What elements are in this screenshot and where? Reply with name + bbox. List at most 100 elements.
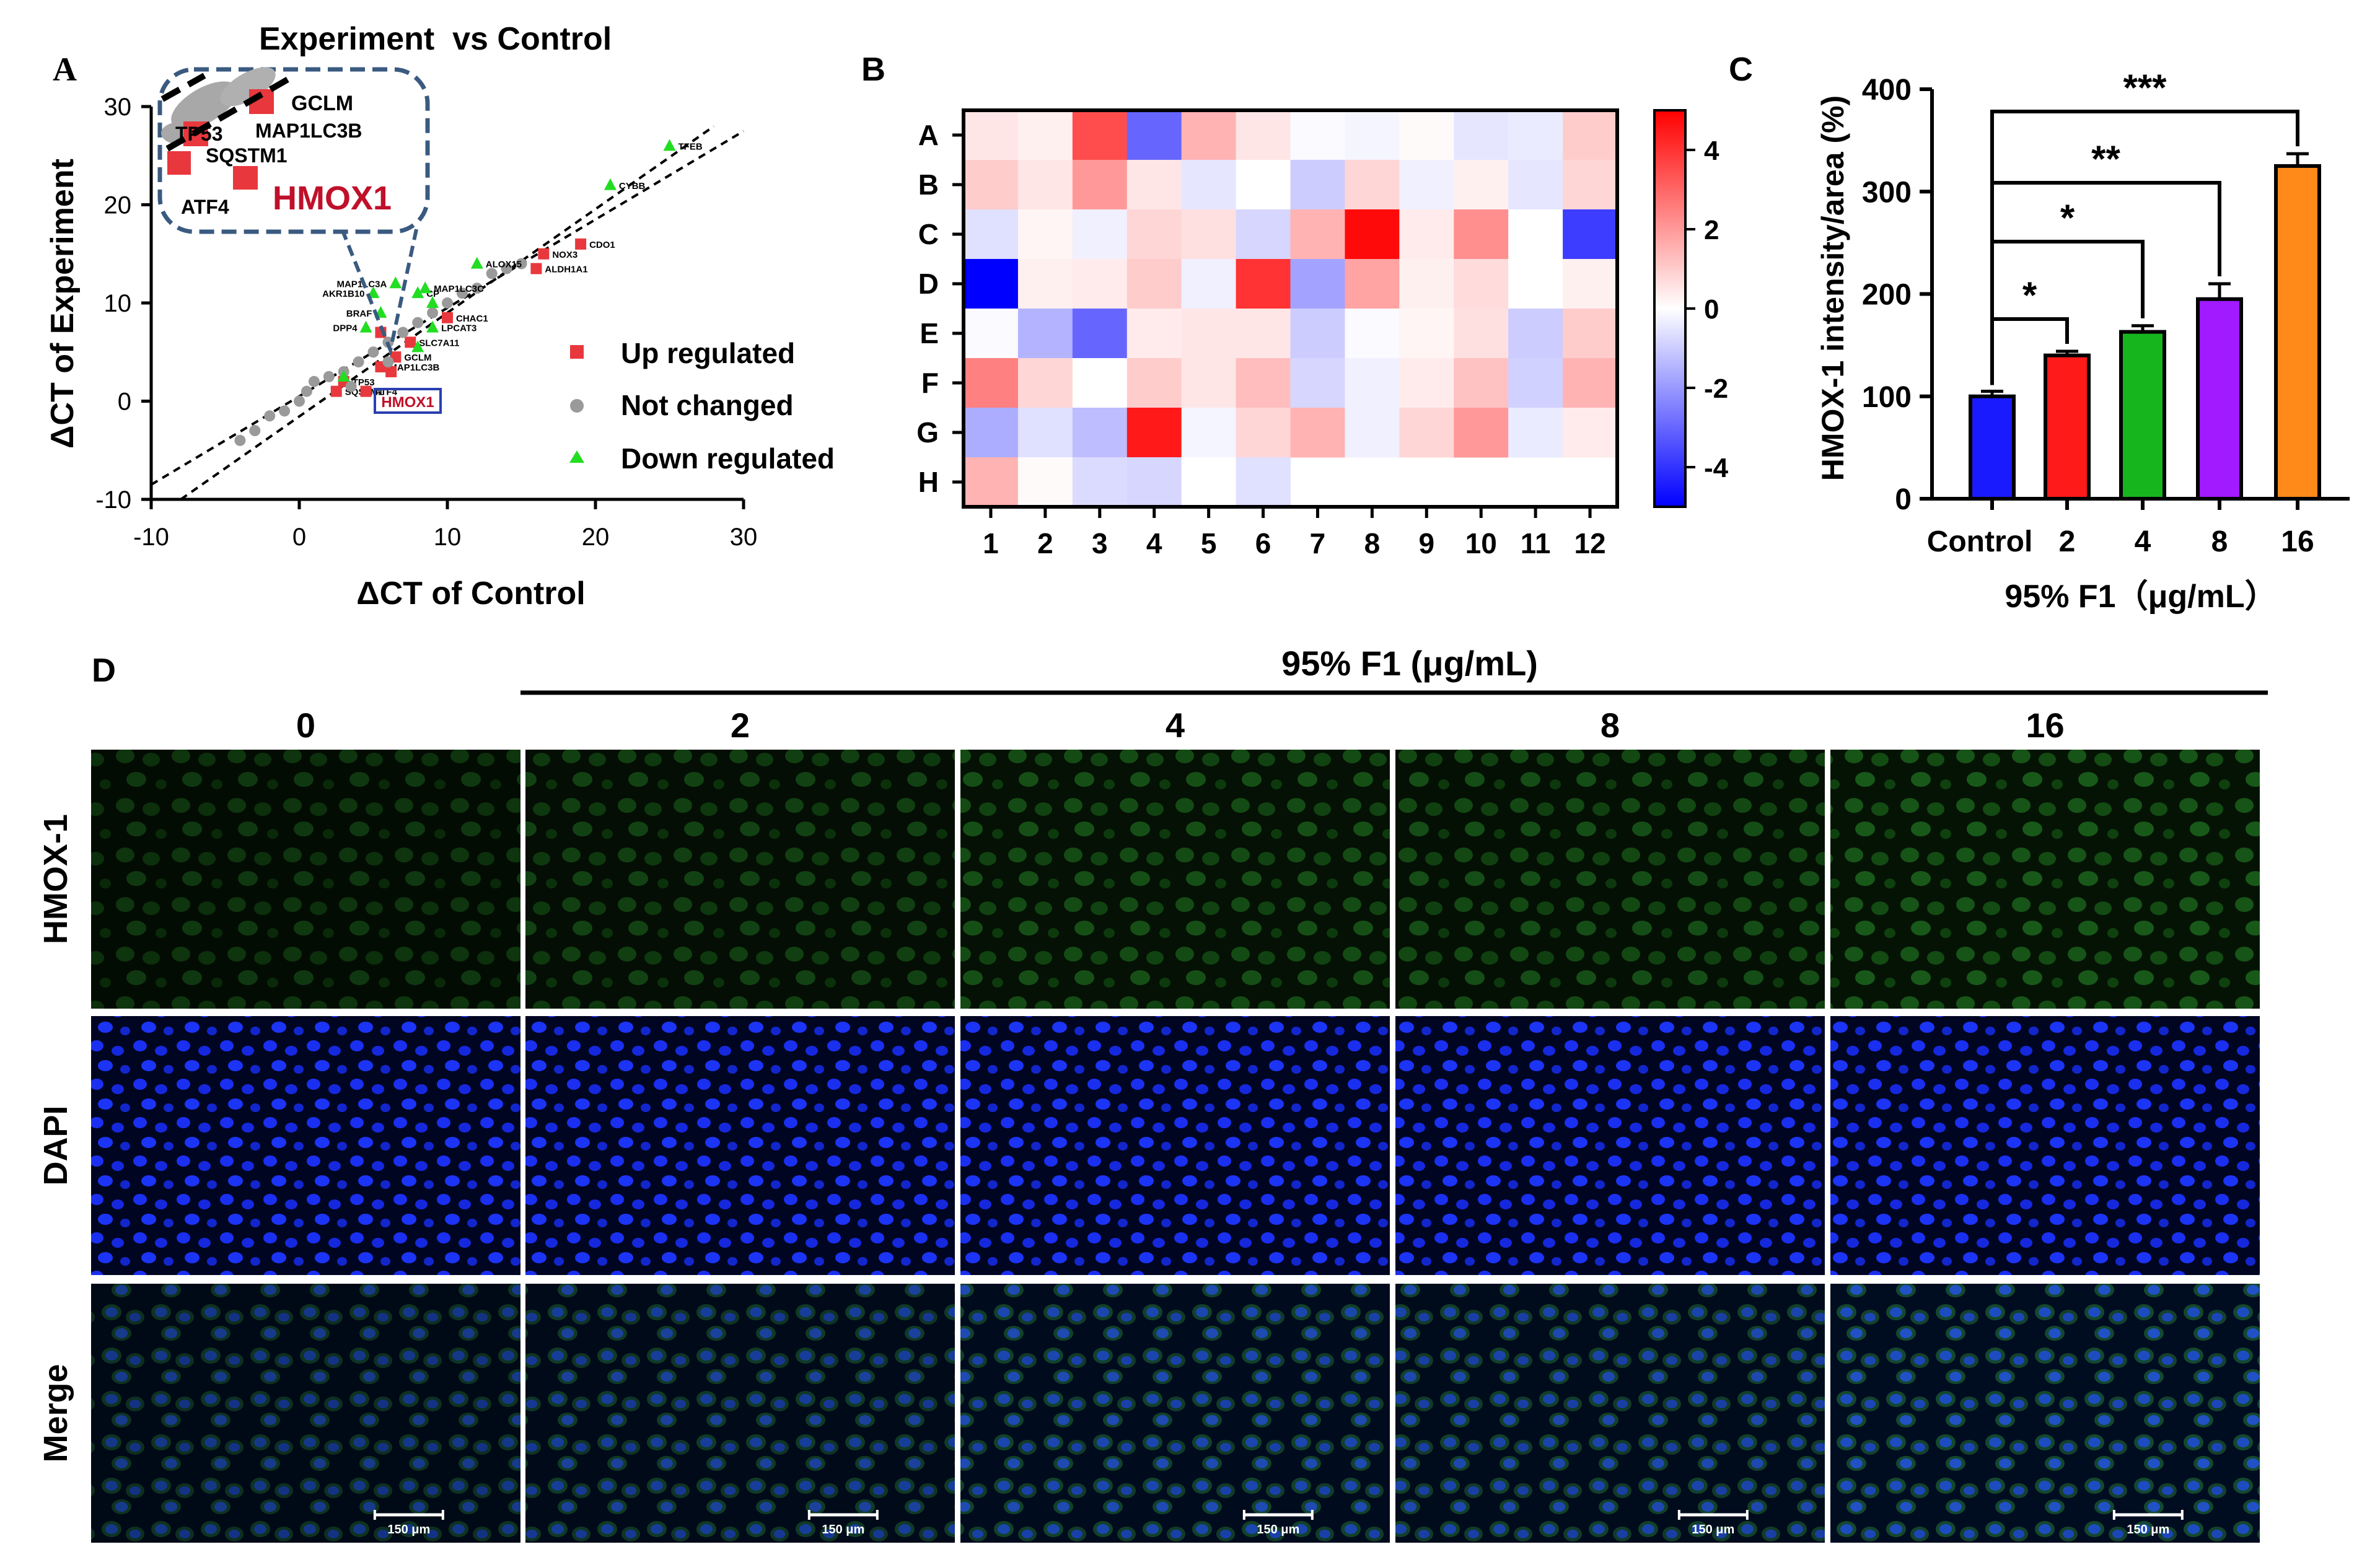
x-tick-label: -10 — [133, 524, 169, 551]
heatmap-cell — [1454, 408, 1509, 458]
heatmap-cell — [1399, 160, 1454, 210]
down-point — [411, 340, 424, 353]
micro-row-label: DAPI — [37, 1105, 74, 1185]
up-point — [530, 263, 542, 274]
heatmap-cell — [1126, 408, 1182, 458]
y-tick-label: 20 — [104, 192, 132, 219]
down-point — [419, 281, 432, 294]
heatmap-row-label: E — [920, 317, 939, 349]
point-label: ALOX15 — [486, 260, 522, 270]
micrograph-shade — [1395, 750, 1825, 1009]
bar-x-tick-label: Control — [1927, 525, 2033, 558]
heatmap-cell — [1454, 110, 1509, 160]
inset-label-gclm: GCLM — [291, 92, 353, 115]
micrograph — [1395, 1016, 1825, 1275]
notchanged-point — [249, 425, 261, 437]
micro-column-label: 8 — [1601, 706, 1620, 745]
notchanged-point — [516, 258, 527, 270]
micro-column-label: 0 — [296, 706, 315, 745]
heatmap-cell — [964, 358, 1019, 408]
heatmap-cell — [1454, 358, 1509, 408]
significance-label: ** — [2091, 138, 2120, 180]
significance-label: *** — [2123, 67, 2167, 108]
bar — [2196, 297, 2243, 501]
heatmap-cell — [1345, 209, 1400, 260]
panel-d-microscopy: D 95% F1 (μg/mL) 0 2 4 8 16 HMOX-1 DAPI Merge 15… — [37, 644, 2268, 1543]
heatmap-col-label: 9 — [1418, 527, 1434, 559]
notchanged-point — [486, 268, 498, 279]
heatmap-cell — [1126, 358, 1182, 408]
bar-ticks: 0 100 200 300 400 — [1862, 74, 1932, 516]
heatmap-cell — [1236, 408, 1291, 458]
colorbar-ticks: 4 2 0 -2 -4 — [1685, 136, 1729, 483]
point-label: MAP1LC3C — [434, 284, 484, 294]
scatter-y-label: ΔCT of Experiment — [45, 159, 81, 449]
heatmap-cell — [1563, 110, 1618, 160]
inset-connector — [340, 228, 418, 357]
heatmap-row-label: F — [921, 367, 939, 399]
bar — [2274, 164, 2321, 501]
point-label: MAP1LC3B — [389, 362, 439, 373]
legend-down-label: Down regulated — [621, 442, 835, 475]
heatmap-cell — [1399, 259, 1454, 309]
heatmap-col-label: 4 — [1146, 527, 1162, 559]
up-point — [405, 336, 416, 348]
notchanged-point — [427, 307, 439, 318]
heatmap-cell — [1290, 259, 1345, 309]
colorbar-tick-label: -2 — [1704, 374, 1728, 404]
y-tick-label: 30 — [104, 94, 132, 121]
notchanged-point — [353, 356, 364, 368]
point-label: BRAF — [346, 309, 372, 319]
micrograph-shade — [525, 1284, 955, 1543]
bar — [2119, 330, 2166, 501]
micrograph — [1830, 750, 2260, 1009]
heatmap-cell — [1290, 209, 1345, 260]
point-label: CHAC1 — [456, 313, 488, 324]
heatmap-cell — [1563, 309, 1618, 359]
heatmap-col-label: 1 — [983, 527, 999, 559]
heatmap-cell — [1126, 160, 1182, 210]
inset-label-hmox1: HMOX1 — [273, 180, 392, 217]
panel-label-a: A — [53, 51, 77, 88]
notchanged-point — [367, 346, 379, 358]
bar-x-label: 95% F1（μg/mL） — [2005, 579, 2277, 615]
heatmap-cell — [1236, 457, 1291, 507]
heatmap-cell — [1454, 259, 1509, 309]
heatmap-col-label: 8 — [1364, 527, 1381, 559]
colorbar-tick-label: 0 — [1704, 294, 1719, 325]
down-point — [426, 296, 439, 308]
notchanged-point — [471, 283, 483, 294]
y-tick-label: 10 — [104, 290, 132, 317]
inset-dash-line — [160, 72, 206, 102]
heatmap-cell — [1126, 110, 1182, 160]
down-point — [470, 256, 483, 269]
notchanged-point — [323, 370, 335, 382]
heatmap-cell — [1017, 358, 1073, 408]
micrograph — [960, 1284, 1390, 1543]
scale-bar-label: 150 μm — [822, 1523, 864, 1537]
heatmap-frame — [962, 108, 1619, 509]
heatmap-cell — [1454, 209, 1509, 260]
heatmap-cell — [1181, 408, 1237, 458]
point-label: GCLM — [404, 353, 431, 363]
heatmap-cell — [1290, 358, 1345, 408]
heatmap-cell — [1290, 309, 1345, 359]
heatmap-row-label: H — [918, 466, 939, 498]
heatmap-cell — [1508, 110, 1563, 160]
heatmap-cell — [1017, 160, 1073, 210]
heatmap-cell — [1181, 457, 1237, 507]
micrograph — [960, 1016, 1390, 1275]
heatmap-cell — [1454, 309, 1509, 359]
point-label: ALDH1A1 — [545, 265, 587, 275]
heatmap-cell — [964, 408, 1019, 458]
micrograph-shade — [525, 750, 955, 1009]
heatmap-cell — [1181, 209, 1237, 260]
micro-group-label: 95% F1 (μg/mL) — [1281, 644, 1538, 683]
notchanged-point — [456, 287, 468, 299]
notchanged-point — [301, 385, 312, 397]
notchanged-point — [412, 317, 424, 328]
inset-content: GCLM TP53 MAP1LC3B SQSTM1 ATF4 HMOX1 — [160, 67, 392, 218]
heatmap-cell — [1236, 259, 1291, 309]
up-point — [330, 385, 342, 397]
